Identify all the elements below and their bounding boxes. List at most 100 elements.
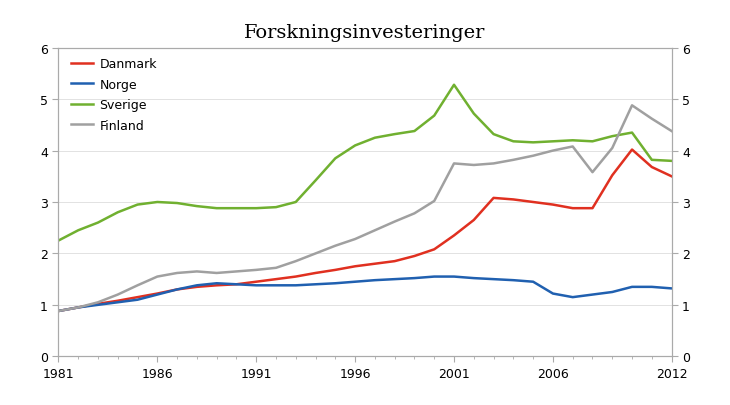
- Norge: [548, 291, 557, 296]
- Finland: [628, 104, 637, 109]
- Norge: [232, 282, 241, 287]
- Danmark: [648, 165, 656, 170]
- Norge: [74, 305, 82, 310]
- Sverige: [113, 210, 122, 215]
- Finland: [608, 146, 617, 151]
- Sverige: [193, 204, 201, 209]
- Sverige: [450, 83, 458, 88]
- Sverige: [371, 136, 380, 141]
- Norge: [648, 285, 656, 290]
- Sverige: [291, 200, 300, 205]
- Norge: [410, 276, 419, 281]
- Finland: [529, 154, 537, 159]
- Norge: [54, 309, 63, 314]
- Norge: [569, 295, 577, 300]
- Finland: [331, 244, 339, 249]
- Finland: [232, 269, 241, 274]
- Norge: [628, 285, 637, 290]
- Finland: [648, 117, 656, 122]
- Sverige: [410, 129, 419, 134]
- Danmark: [371, 262, 380, 266]
- Sverige: [588, 140, 597, 145]
- Sverige: [232, 206, 241, 211]
- Sverige: [331, 156, 339, 161]
- Sverige: [54, 239, 63, 243]
- Danmark: [529, 200, 537, 205]
- Finland: [252, 268, 261, 273]
- Danmark: [667, 175, 676, 179]
- Danmark: [153, 291, 161, 296]
- Sverige: [628, 131, 637, 136]
- Danmark: [74, 305, 82, 310]
- Finland: [54, 309, 63, 314]
- Sverige: [430, 114, 439, 119]
- Norge: [430, 275, 439, 279]
- Danmark: [173, 287, 182, 292]
- Sverige: [667, 159, 676, 164]
- Danmark: [272, 277, 280, 282]
- Norge: [193, 283, 201, 288]
- Danmark: [54, 309, 63, 314]
- Danmark: [193, 285, 201, 290]
- Finland: [450, 162, 458, 166]
- Finland: [350, 237, 359, 242]
- Norge: [291, 283, 300, 288]
- Danmark: [569, 206, 577, 211]
- Sverige: [648, 158, 656, 163]
- Finland: [469, 163, 478, 168]
- Sverige: [212, 206, 221, 211]
- Norge: [311, 282, 320, 287]
- Finland: [509, 158, 518, 163]
- Finland: [311, 252, 320, 256]
- Danmark: [133, 295, 142, 300]
- Norge: [371, 278, 380, 283]
- Sverige: [509, 140, 518, 145]
- Danmark: [608, 173, 617, 178]
- Norge: [450, 275, 458, 279]
- Danmark: [430, 247, 439, 252]
- Sverige: [391, 132, 399, 137]
- Finland: [588, 171, 597, 175]
- Danmark: [489, 196, 498, 201]
- Finland: [113, 292, 122, 297]
- Danmark: [291, 275, 300, 279]
- Norge: [212, 281, 221, 286]
- Line: Sverige: Sverige: [58, 85, 672, 241]
- Sverige: [173, 201, 182, 206]
- Norge: [391, 277, 399, 282]
- Line: Finland: Finland: [58, 106, 672, 311]
- Sverige: [93, 221, 102, 226]
- Finland: [74, 305, 82, 310]
- Sverige: [569, 139, 577, 143]
- Norge: [529, 279, 537, 284]
- Sverige: [489, 132, 498, 137]
- Finland: [430, 199, 439, 204]
- Norge: [509, 278, 518, 283]
- Finland: [193, 269, 201, 274]
- Sverige: [350, 144, 359, 149]
- Finland: [291, 259, 300, 264]
- Norge: [133, 298, 142, 303]
- Norge: [272, 283, 280, 288]
- Danmark: [391, 259, 399, 264]
- Norge: [469, 276, 478, 281]
- Finland: [212, 271, 221, 276]
- Danmark: [212, 283, 221, 288]
- Norge: [588, 292, 597, 297]
- Danmark: [469, 218, 478, 223]
- Finland: [93, 300, 102, 305]
- Norge: [489, 277, 498, 282]
- Finland: [548, 149, 557, 153]
- Danmark: [450, 233, 458, 238]
- Danmark: [410, 254, 419, 259]
- Danmark: [232, 282, 241, 287]
- Norge: [173, 287, 182, 292]
- Danmark: [588, 206, 597, 211]
- Finland: [133, 283, 142, 288]
- Danmark: [548, 202, 557, 207]
- Sverige: [548, 140, 557, 145]
- Danmark: [113, 298, 122, 303]
- Finland: [391, 220, 399, 224]
- Danmark: [311, 271, 320, 276]
- Finland: [173, 271, 182, 276]
